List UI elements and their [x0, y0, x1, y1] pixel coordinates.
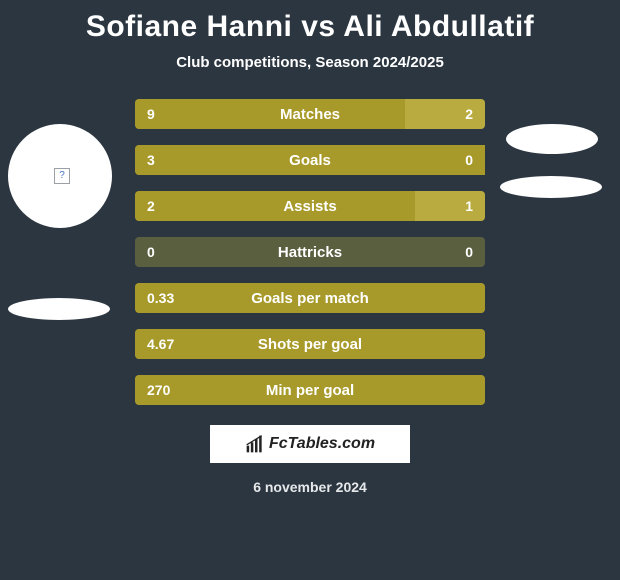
stat-label: Hattricks — [135, 244, 485, 261]
stat-row-assists: Assists2 1 — [135, 191, 485, 221]
player-right-head — [506, 124, 598, 154]
stat-value-right: 1 — [465, 198, 473, 214]
stat-value-left: 270 — [147, 382, 170, 398]
stat-row-hattricks: Hattricks0 0 — [135, 237, 485, 267]
player-right-body — [500, 176, 602, 198]
page-title: Sofiane Hanni vs Ali Abdullatif — [0, 0, 620, 44]
stats-bars: Matches92Goals30Assists21Hattricks00Goal… — [135, 99, 485, 405]
missing-image-icon: ? — [54, 168, 70, 184]
stat-value-right: 0 — [465, 244, 473, 260]
player-left-head: ? — [8, 124, 112, 228]
stat-label: Assists — [135, 198, 485, 215]
bar-chart-icon — [245, 434, 265, 454]
player-left-body — [8, 298, 110, 320]
stat-row-goals: Goals3 0 — [135, 145, 485, 175]
stat-row-min-per-goal: Min per goal270 — [135, 375, 485, 405]
player-left-silhouette: ? — [8, 124, 112, 320]
subtitle: Club competitions, Season 2024/2025 — [0, 54, 620, 71]
logo-text: FcTables.com — [269, 435, 375, 453]
stat-value-right: 2 — [465, 106, 473, 122]
stat-value-left: 3 — [147, 152, 155, 168]
stat-row-matches: Matches9 2 — [135, 99, 485, 129]
stat-label: Matches — [135, 106, 485, 123]
stat-value-left: 2 — [147, 198, 155, 214]
player-right-silhouette — [500, 124, 602, 198]
stat-label: Min per goal — [135, 382, 485, 399]
stat-value-left: 0.33 — [147, 290, 174, 306]
stat-label: Goals per match — [135, 290, 485, 307]
stat-value-right: 0 — [465, 152, 473, 168]
stat-label: Shots per goal — [135, 336, 485, 353]
stat-row-goals-per-match: Goals per match0.33 — [135, 283, 485, 313]
fctables-logo[interactable]: FcTables.com — [210, 425, 410, 463]
stat-label: Goals — [135, 152, 485, 169]
stat-row-shots-per-goal: Shots per goal4.67 — [135, 329, 485, 359]
stat-value-left: 0 — [147, 244, 155, 260]
footer-date: 6 november 2024 — [0, 479, 620, 495]
stat-value-left: 4.67 — [147, 336, 174, 352]
stat-value-left: 9 — [147, 106, 155, 122]
